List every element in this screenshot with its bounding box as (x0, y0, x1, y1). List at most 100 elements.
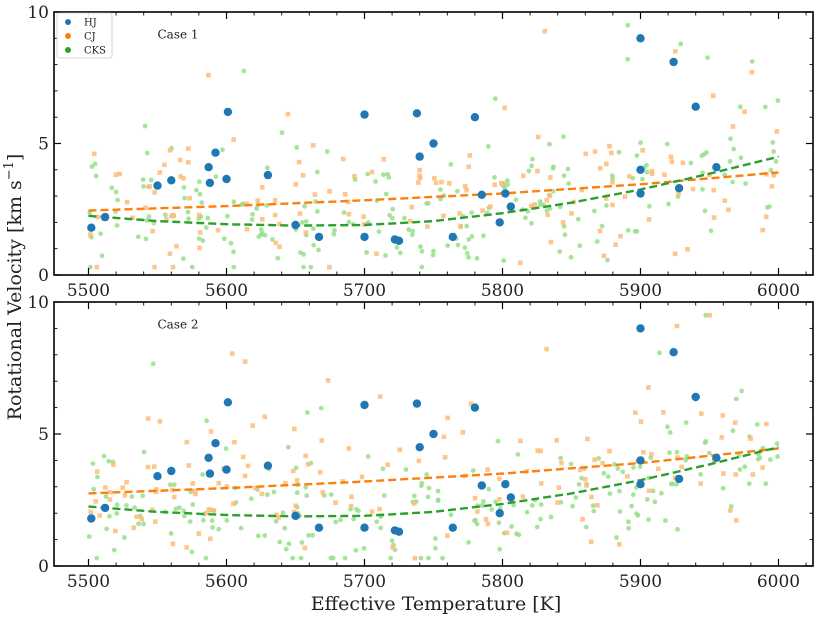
cj-point (750, 472, 756, 477)
cj-point (143, 205, 148, 211)
cks-point (256, 234, 262, 240)
hj-point (448, 523, 457, 532)
cks-point (255, 533, 261, 539)
cj-point (592, 149, 598, 154)
cj-point (302, 545, 308, 551)
cks-point (448, 512, 454, 518)
cj-point (500, 181, 506, 186)
cks-point (664, 141, 670, 147)
cks-point (678, 41, 684, 47)
cj-point (502, 105, 507, 111)
cks-point (115, 197, 120, 203)
cks-point (171, 482, 177, 488)
cks-point (579, 475, 584, 481)
case-label: Case 1 (158, 27, 199, 41)
cj-point (193, 491, 198, 497)
cj-point (485, 521, 491, 527)
y-tick-label: 10 (27, 293, 49, 313)
cks-point (419, 264, 425, 270)
cj-point (613, 242, 618, 247)
cks-point (353, 547, 359, 553)
cks-point (225, 213, 230, 219)
cks-point (177, 505, 182, 511)
y-tick-label: 10 (27, 3, 49, 23)
hj-point (222, 465, 231, 474)
cks-point (469, 234, 475, 239)
cks-point (373, 179, 378, 184)
cks-point (547, 141, 552, 147)
cks-point (306, 533, 311, 538)
hj-point (470, 113, 480, 122)
hj-point (87, 514, 96, 523)
cks-point (299, 220, 305, 225)
cks-point (738, 155, 744, 161)
cj-point (277, 244, 282, 250)
cj-point (669, 159, 675, 165)
cks-point (731, 146, 737, 152)
cks-point (98, 231, 103, 237)
cks-point (308, 264, 314, 270)
cks-point (197, 179, 202, 185)
cj-point (259, 185, 265, 190)
cks-point (739, 388, 744, 394)
cj-point (244, 226, 250, 232)
cks-point (670, 481, 675, 487)
cks-point (771, 149, 776, 154)
cks-point (124, 503, 129, 508)
legend: HJ CJ CKS (56, 12, 113, 59)
cj-point (348, 503, 354, 509)
cks-point (607, 491, 613, 497)
cj-point (585, 436, 590, 442)
cks-point (703, 312, 709, 318)
cks-point (163, 212, 168, 218)
cks-point (302, 203, 307, 209)
cj-point (377, 394, 383, 399)
cks-point (728, 136, 733, 142)
cks-point (277, 539, 283, 545)
hj-point (153, 181, 162, 190)
cks-point (481, 233, 486, 239)
cj-point (597, 166, 603, 171)
cj-point (560, 220, 566, 225)
cj-point (277, 221, 282, 227)
cj-point (157, 170, 163, 175)
cj-point (579, 187, 584, 193)
hj-point (222, 174, 231, 184)
cks-point (264, 202, 270, 208)
cj-point (680, 160, 686, 166)
cj-point (170, 541, 176, 547)
cj-point (292, 426, 297, 432)
cks-point (737, 467, 743, 472)
cks-point (418, 555, 424, 561)
cj-point (342, 192, 348, 197)
cj-point (774, 129, 780, 134)
cj-point (157, 419, 163, 424)
cks-point (667, 430, 673, 435)
cks-point (733, 396, 739, 402)
cks-point (703, 439, 709, 444)
cks-point (141, 184, 146, 189)
cks-point (492, 175, 497, 180)
cks-point (189, 549, 195, 555)
cj-point (538, 448, 543, 454)
cj-point (122, 493, 128, 498)
cj-point (532, 202, 537, 207)
cks-point (534, 524, 540, 530)
cj-point (117, 171, 122, 177)
x-tick-label: 5900 (619, 281, 662, 301)
cks-point (509, 524, 514, 529)
cks-point (290, 555, 296, 561)
cks-point (238, 525, 244, 531)
cj-point (535, 448, 540, 453)
cj-point (771, 173, 776, 178)
cks-point (700, 186, 705, 192)
cks-point (283, 546, 289, 552)
cks-point (775, 98, 781, 103)
cks-point (529, 163, 534, 169)
cj-point (633, 410, 638, 415)
cks-point (573, 495, 579, 500)
cj-point (698, 481, 703, 486)
hj-point (223, 398, 233, 407)
cks-point (418, 244, 423, 250)
cj-point (466, 164, 471, 170)
